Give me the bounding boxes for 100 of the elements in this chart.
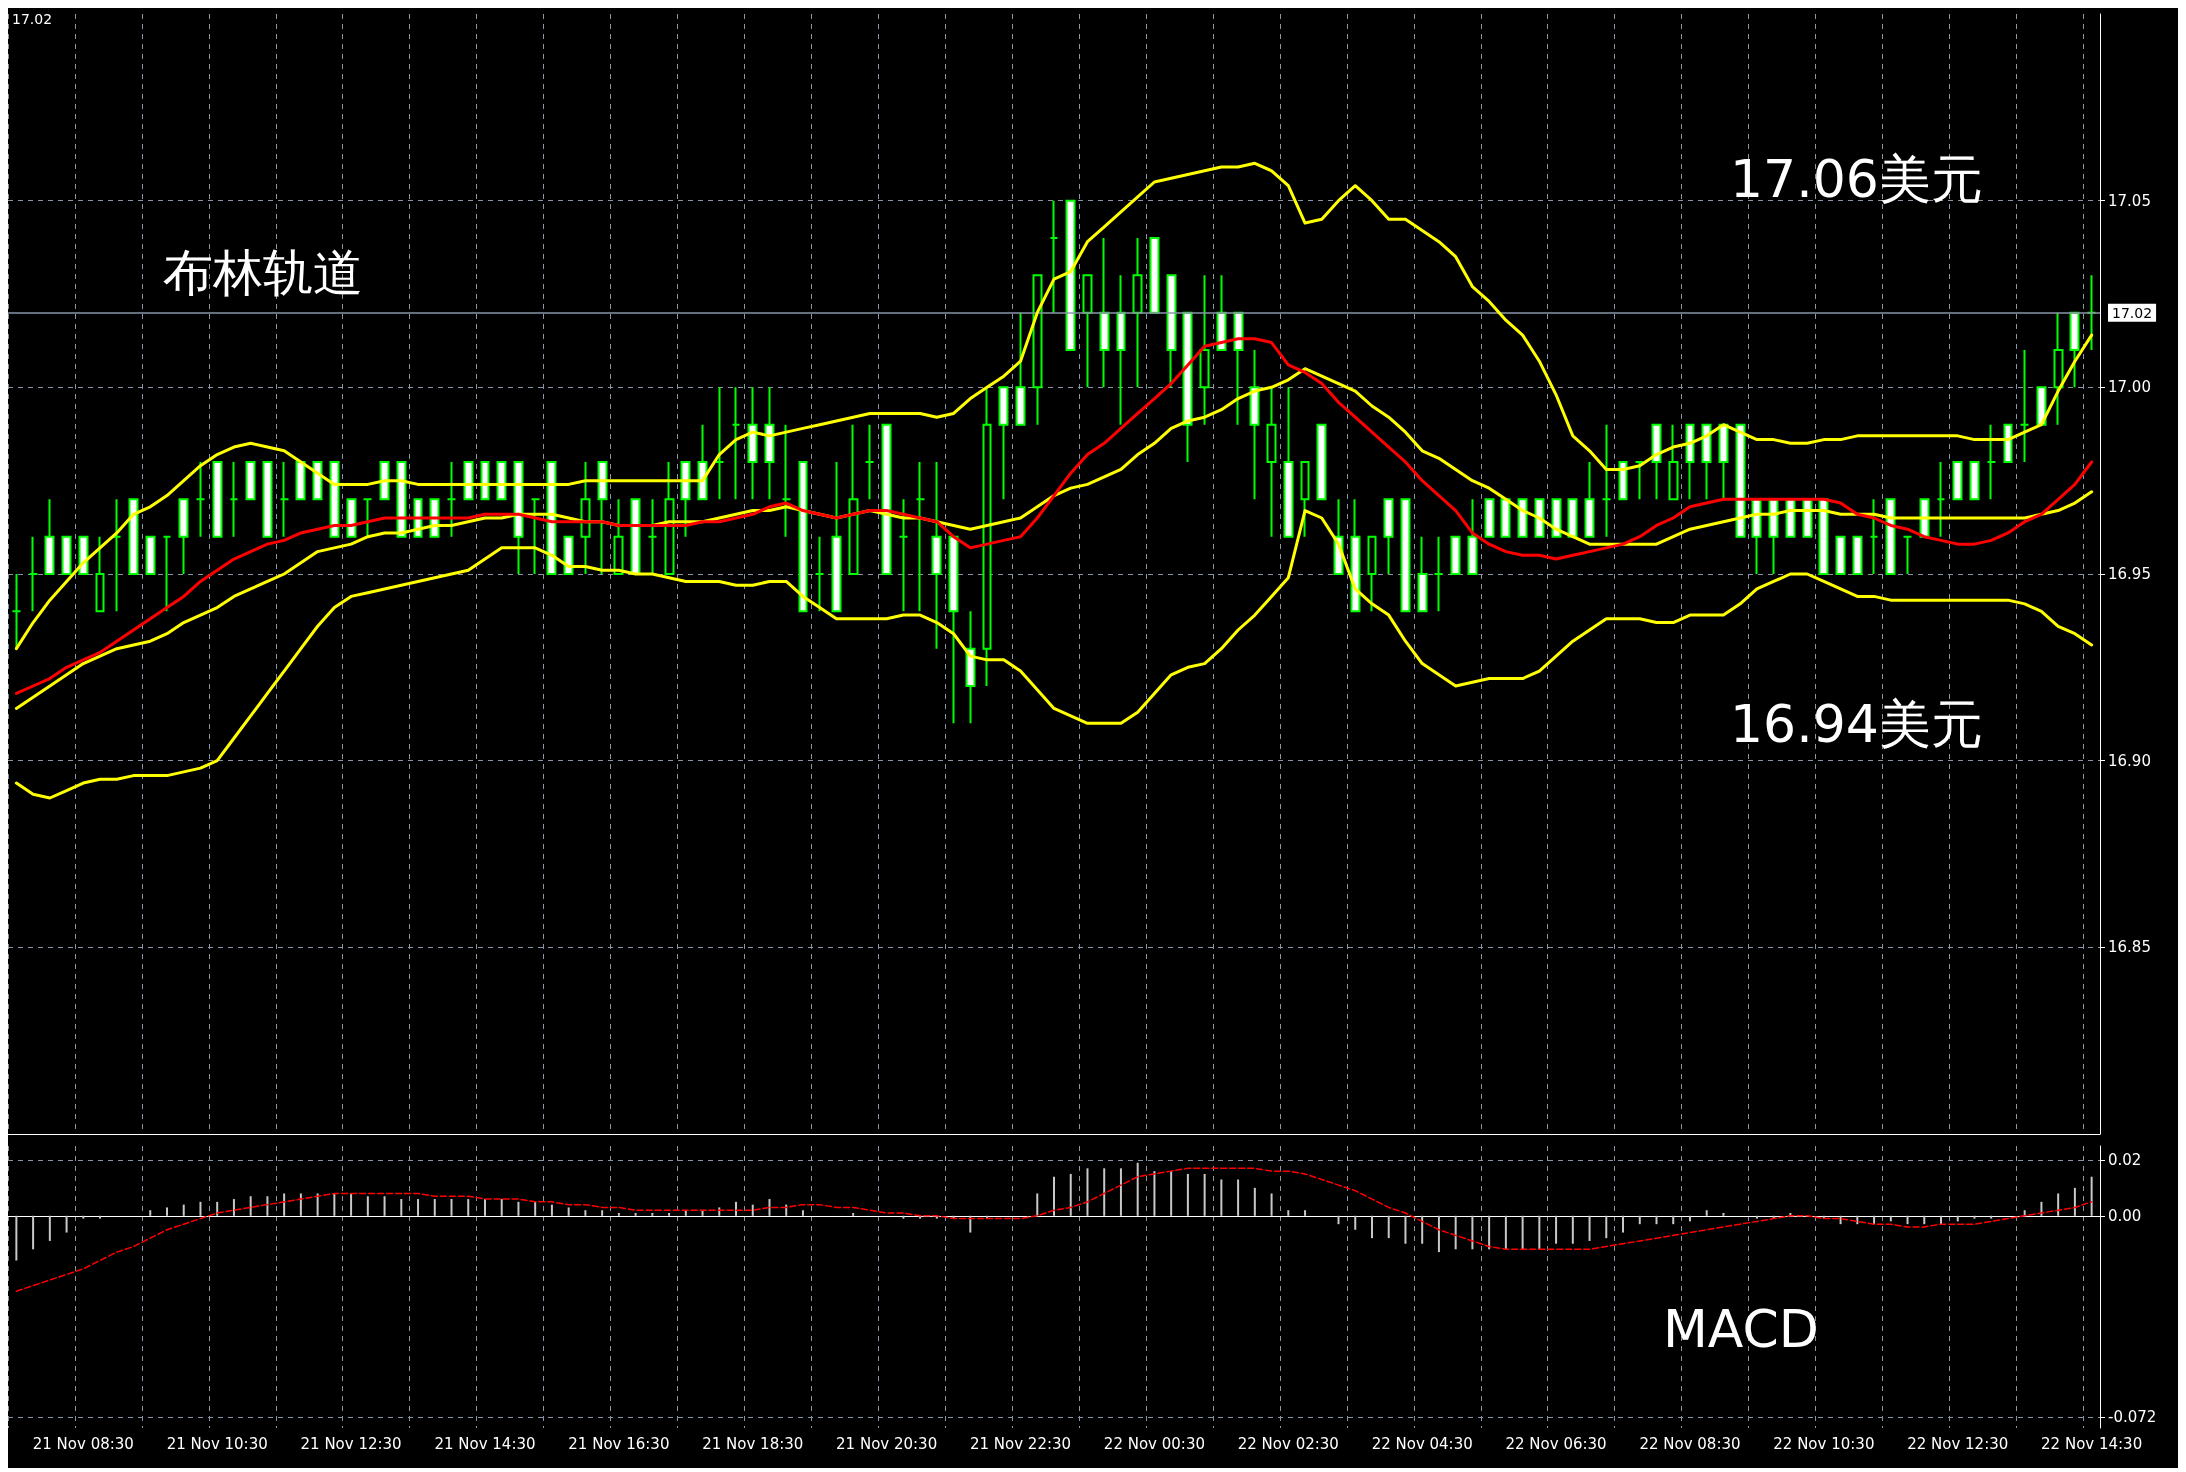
candlestick <box>948 535 959 725</box>
candlestick <box>496 461 507 501</box>
x-tick-label: 22 Nov 00:30 <box>1103 1434 1205 1453</box>
candlestick <box>1367 535 1377 613</box>
candlestick <box>965 610 976 725</box>
candlestick <box>1166 274 1177 389</box>
bar <box>1672 1215 1675 1225</box>
bar <box>333 1193 336 1216</box>
candlestick <box>463 461 474 501</box>
bar <box>1053 1176 1055 1216</box>
candlestick <box>44 498 55 575</box>
bar <box>1638 1215 1641 1225</box>
bar <box>249 1196 252 1216</box>
candlestick <box>1969 461 1980 501</box>
bar <box>735 1201 738 1216</box>
y-tick-label: 16.85 <box>2108 938 2151 957</box>
x-tick-label: 22 Nov 10:30 <box>1773 1434 1875 1453</box>
candlestick <box>1199 274 1210 426</box>
bar <box>199 1201 202 1216</box>
bar <box>400 1199 403 1216</box>
bar <box>1906 1215 1909 1225</box>
bar <box>1186 1173 1189 1216</box>
candlestick <box>1182 311 1193 463</box>
candlestick <box>379 461 390 501</box>
candlestick <box>2003 423 2013 463</box>
candlestick <box>128 498 139 575</box>
x-tick-label: 21 Nov 14:30 <box>434 1434 536 1453</box>
bar <box>1086 1168 1089 1216</box>
bar <box>768 1199 771 1216</box>
candlestick <box>1484 498 1495 538</box>
candlestick <box>1249 349 1260 501</box>
candlestick <box>61 535 72 575</box>
candlestick <box>1584 461 1595 538</box>
candlestick <box>781 423 792 538</box>
bar <box>383 1196 386 1216</box>
candlestick <box>1685 423 1695 501</box>
bar <box>1287 1210 1290 1216</box>
line-series <box>15 1167 2093 1292</box>
candlestick <box>1417 535 1428 613</box>
candlestick <box>1668 423 1679 501</box>
bar <box>1354 1215 1357 1230</box>
candlestick <box>731 386 741 501</box>
candlestick <box>931 461 942 650</box>
bar <box>1337 1215 1340 1225</box>
annotation: 17.06美元 <box>1730 149 1983 209</box>
bar <box>517 1201 520 1216</box>
bar <box>15 1215 18 1261</box>
bar <box>1605 1215 1608 1239</box>
bar <box>1588 1215 1591 1241</box>
bar <box>417 1199 420 1216</box>
candlestick <box>1283 386 1294 538</box>
bar <box>1555 1215 1558 1244</box>
candlestick <box>1567 498 1578 538</box>
candlestick <box>664 461 675 575</box>
candlestick <box>195 461 206 538</box>
candlestick <box>2019 349 2030 463</box>
candlestick <box>1132 237 1143 389</box>
bar <box>283 1193 286 1216</box>
bar <box>902 1215 905 1219</box>
bar <box>617 1213 620 1216</box>
x-tick-label: 22 Nov 12:30 <box>1907 1434 2009 1453</box>
bar <box>1722 1213 1725 1216</box>
candlestick <box>1383 498 1394 575</box>
annotation: MACD <box>1663 1299 1819 1359</box>
bar <box>1370 1215 1373 1239</box>
bar <box>1036 1193 1039 1216</box>
bar <box>216 1201 219 1216</box>
candlestick <box>1517 498 1528 538</box>
candlestick <box>1149 237 1160 314</box>
line-series <box>14 509 2094 800</box>
bar <box>1421 1215 1424 1244</box>
candlestick <box>1049 199 1059 314</box>
bar <box>99 1215 102 1219</box>
candlestick <box>814 535 825 613</box>
bar <box>182 1204 185 1216</box>
y-tick-label: -0.072 <box>2108 1407 2157 1426</box>
candlestick <box>2069 311 2080 389</box>
bar <box>1220 1179 1223 1216</box>
bar <box>801 1210 804 1216</box>
bar <box>1705 1210 1708 1216</box>
bar <box>1170 1171 1173 1216</box>
bar <box>1622 1215 1625 1233</box>
bar <box>1253 1187 1256 1216</box>
annotation: 17.02 <box>12 11 53 27</box>
bar <box>1990 1215 1993 1219</box>
candlestick <box>111 498 122 613</box>
bar <box>1237 1179 1240 1216</box>
candlestick <box>145 535 156 575</box>
bar <box>82 1215 85 1219</box>
candlestick <box>1300 461 1310 538</box>
candlestick <box>212 461 223 538</box>
candlestick <box>513 461 524 575</box>
bar <box>1923 1215 1926 1225</box>
candlestick <box>630 498 641 575</box>
candlestick <box>1869 498 1879 575</box>
bar <box>433 1199 436 1216</box>
bar <box>1404 1215 1407 1244</box>
candlestick <box>647 498 658 575</box>
candlestick <box>1065 199 1076 351</box>
candlestick <box>1551 498 1562 538</box>
